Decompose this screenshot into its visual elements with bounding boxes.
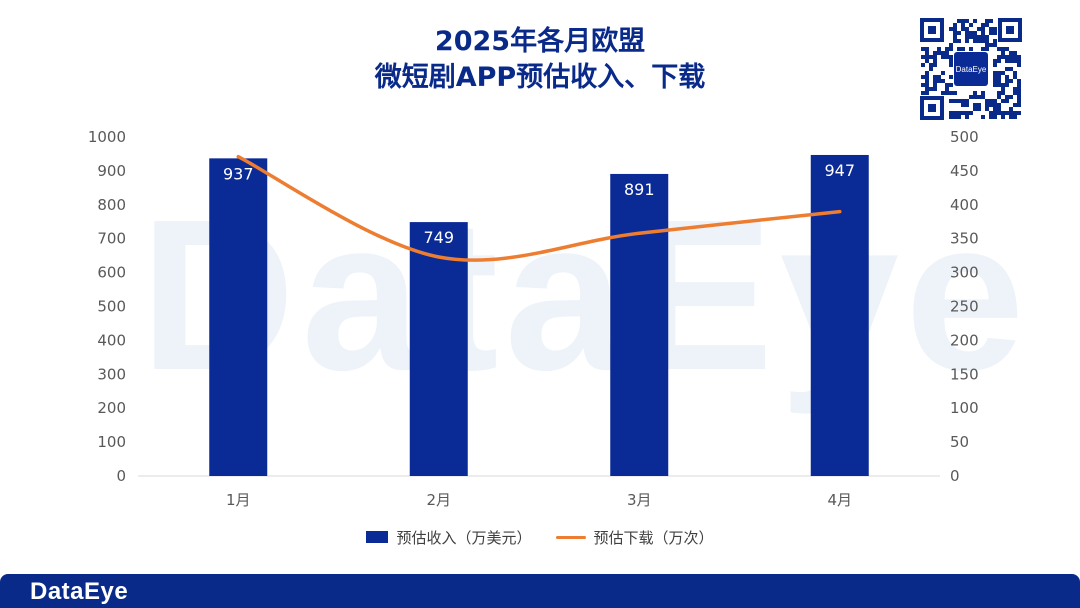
chart-legend: 预估收入（万美元） 预估下载（万次） [0,526,1080,548]
y-left-tick-label: 200 [97,399,126,417]
bar [610,173,669,477]
y-left-tick-label: 800 [97,196,126,214]
bar [209,158,268,476]
y-left-tick-label: 300 [97,365,126,383]
y-right-tick-label: 0 [950,467,960,485]
y-left-tick-label: 900 [97,162,126,180]
chart-title-line-1: 2025年各月欧盟 [434,26,646,57]
y-right-tick-label: 200 [950,331,979,349]
y-left-tick-label: 1000 [88,128,126,146]
legend-label-revenue: 预估收入（万美元） [396,528,532,547]
y-right-tick-label: 50 [950,433,969,451]
x-tick-label: 3月 [627,491,652,509]
y-left-tick-label: 400 [97,331,126,349]
y-right-tick-label: 350 [950,230,979,248]
combo-chart: 0 100 200 300 400 500 600 700 800 900 1000 0 50 100 15… [88,128,979,509]
qr-center-label: DataEye [956,65,987,74]
y-right-tick-label: 300 [950,264,979,282]
footer-bar: DataEye [0,574,1080,608]
x-tick-label: 2月 [426,491,451,509]
legend-item-revenue: 预估收入（万美元） [366,527,532,548]
legend-swatch-line [555,535,586,539]
bar-data-label: 891 [624,180,655,199]
legend-item-downloads: 预估下载（万次） [555,527,714,548]
y-right-tick-label: 250 [950,298,979,316]
download-line [236,154,842,262]
y-right-tick-label: 150 [950,365,979,383]
y-left-tick-label: 500 [97,298,126,316]
y-left-tick-label: 100 [97,433,126,451]
legend-label-downloads: 预估下载（万次） [593,528,714,547]
bar-data-label: 947 [824,161,855,180]
y-right-tick-label: 100 [950,399,979,417]
qr-code-icon: DataEye [918,16,1024,122]
bar-data-label: 749 [423,228,454,247]
x-tick-label: 1月 [226,491,251,509]
chart-title: 2025年各月欧盟 微短剧APP预估收入、下载 [300,24,780,96]
y-right-tick-label: 450 [950,162,979,180]
bar [810,154,869,477]
y-left-tick-label: 0 [116,467,126,485]
legend-swatch-bar [366,531,389,543]
bar [409,222,468,476]
y-left-tick-label: 600 [97,264,126,282]
footer-logo: DataEye [30,578,129,605]
x-tick-label: 4月 [827,491,852,509]
bar-data-label: 937 [223,164,254,183]
y-left-tick-label: 700 [97,230,126,248]
y-right-tick-label: 500 [950,128,979,146]
chart-title-line-2: 微短剧APP预估收入、下载 [374,62,706,93]
y-right-tick-label: 400 [950,196,979,214]
